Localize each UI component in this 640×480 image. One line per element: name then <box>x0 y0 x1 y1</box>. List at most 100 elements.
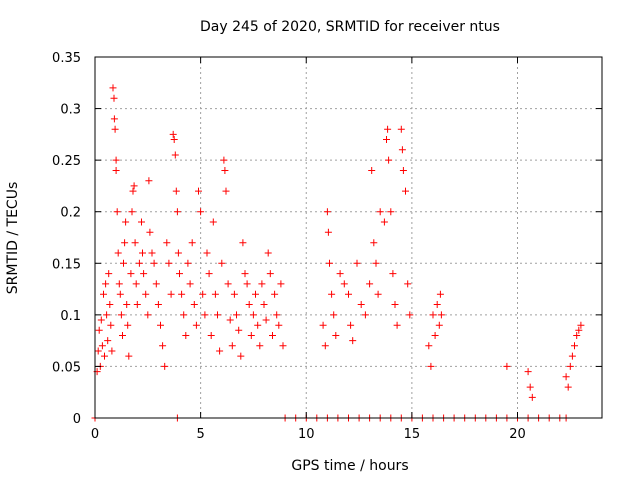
data-point <box>148 249 156 257</box>
data-point <box>577 321 585 329</box>
data-point <box>139 249 146 257</box>
data-point <box>271 290 279 298</box>
data-point <box>357 301 365 308</box>
data-point <box>209 218 217 226</box>
x-tick-label: 15 <box>404 427 421 442</box>
data-point <box>142 290 150 298</box>
data-point <box>110 115 118 123</box>
data-point <box>125 352 133 360</box>
data-point <box>203 249 211 257</box>
y-tick-label: 0.35 <box>52 51 81 66</box>
data-point <box>100 290 107 298</box>
data-point <box>214 311 221 319</box>
data-point <box>104 337 112 345</box>
data-point <box>226 316 234 324</box>
data-point <box>374 290 382 298</box>
data-point <box>389 270 397 278</box>
data-point <box>273 311 281 319</box>
data-point <box>102 280 110 288</box>
data-point <box>258 280 266 288</box>
data-point <box>340 280 348 288</box>
data-point <box>323 208 331 216</box>
data-point <box>376 208 384 216</box>
data-point <box>120 259 127 267</box>
data-point <box>427 362 435 370</box>
data-point <box>433 301 441 308</box>
data-point <box>353 259 361 267</box>
data-point <box>336 270 344 278</box>
data-point <box>383 136 390 143</box>
data-point <box>172 187 180 195</box>
data-point <box>107 321 115 329</box>
data-point <box>372 259 380 267</box>
data-point <box>154 301 162 308</box>
data-point <box>182 332 190 339</box>
data-points <box>91 84 585 422</box>
data-point <box>277 280 285 288</box>
data-point <box>114 249 122 257</box>
data-point <box>399 167 407 174</box>
y-tick-label: 0.25 <box>52 154 81 169</box>
data-point <box>324 228 332 236</box>
data-point <box>216 347 224 355</box>
data-point <box>112 167 120 174</box>
data-point <box>393 321 401 329</box>
data-point <box>207 332 215 339</box>
data-point <box>167 290 175 298</box>
data-point <box>366 280 374 288</box>
data-point <box>528 393 536 401</box>
data-point <box>332 332 340 339</box>
data-point <box>526 383 534 391</box>
data-point <box>330 311 338 319</box>
data-point <box>165 259 173 267</box>
data-point <box>230 290 238 298</box>
data-point <box>254 321 262 329</box>
data-point <box>368 167 376 174</box>
ticks <box>94 56 602 419</box>
y-tick-label: 0 <box>73 412 81 427</box>
data-point <box>130 182 138 190</box>
y-tick-label: 0.1 <box>60 309 81 324</box>
data-point <box>121 239 129 247</box>
data-point <box>425 342 433 350</box>
data-point <box>575 326 583 334</box>
data-point <box>239 239 247 247</box>
data-point <box>127 270 135 278</box>
data-point <box>188 239 196 247</box>
data-point <box>178 290 186 298</box>
data-point <box>122 218 130 226</box>
data-point <box>173 208 181 216</box>
data-point <box>266 270 274 278</box>
data-point <box>256 342 264 350</box>
data-point <box>435 321 443 329</box>
data-point <box>174 249 182 257</box>
data-point <box>140 270 148 278</box>
data-point <box>138 218 145 226</box>
data-point <box>524 368 532 376</box>
data-point <box>245 301 253 308</box>
data-point <box>150 259 158 267</box>
data-point <box>249 311 257 319</box>
data-point <box>228 342 236 350</box>
data-point <box>243 280 251 288</box>
data-point <box>562 373 570 381</box>
data-point <box>97 316 105 324</box>
data-point <box>211 290 219 298</box>
y-tick-labels: 0 0.05 0.1 0.15 0.2 0.25 0.3 0.35 <box>52 51 81 427</box>
data-point <box>101 352 108 360</box>
data-point <box>573 332 581 339</box>
data-point <box>163 239 171 247</box>
data-point <box>132 280 140 288</box>
data-point <box>349 337 357 345</box>
data-point <box>218 259 226 267</box>
data-point <box>124 321 132 329</box>
data-point <box>170 136 178 143</box>
data-point <box>237 352 245 360</box>
data-point <box>108 347 116 355</box>
data-point <box>566 362 574 370</box>
data-point <box>95 326 103 334</box>
data-point <box>568 352 576 360</box>
plot-frame <box>94 56 603 419</box>
data-point <box>131 239 139 247</box>
